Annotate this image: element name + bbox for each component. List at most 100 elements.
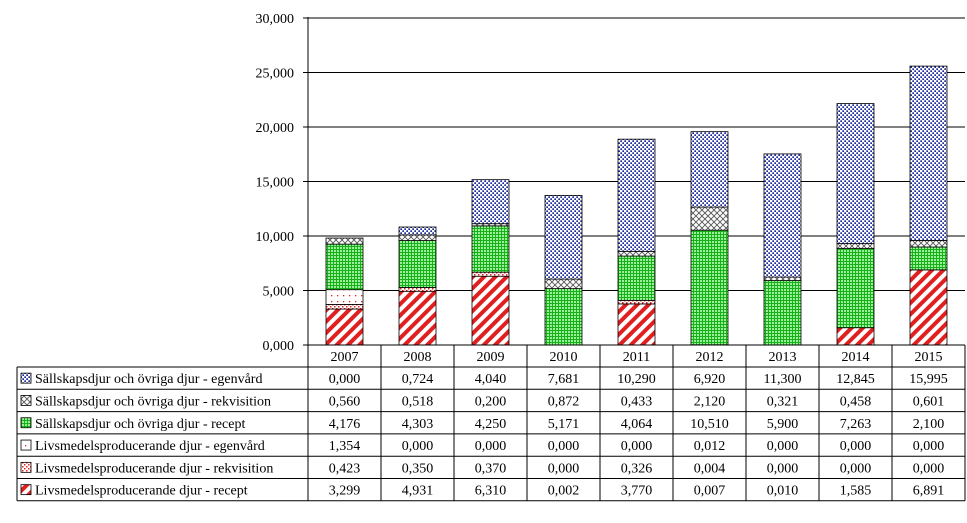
- legend-key: [20, 417, 32, 429]
- category-label: 2013: [769, 350, 797, 365]
- data-label: 0,000: [402, 439, 434, 454]
- data-label: 10,510: [690, 417, 729, 432]
- bar-segment: [398, 240, 437, 288]
- legend-key: [20, 484, 32, 496]
- legend-key: [20, 439, 32, 451]
- bar-segment: [617, 255, 656, 301]
- data-label: 3,770: [621, 484, 653, 499]
- bar-segment: [617, 250, 656, 257]
- legend-key: [20, 372, 32, 384]
- data-label: 7,681: [548, 372, 580, 387]
- category-label: 2007: [331, 350, 359, 365]
- data-label: 0,423: [329, 461, 361, 476]
- category-label: 2008: [404, 350, 432, 365]
- y-tick-label: 20,000: [256, 121, 295, 136]
- data-label: 0,000: [913, 461, 945, 476]
- data-label: 0,000: [840, 461, 872, 476]
- data-label: 6,920: [694, 372, 726, 387]
- data-label: 0,000: [767, 439, 799, 454]
- legend-label: Sällskapsdjur och övriga djur - recept: [35, 417, 245, 432]
- bar-segment: [471, 275, 510, 346]
- legend-label: Sällskapsdjur och övriga djur - rekvisit…: [35, 394, 271, 409]
- bar-segment: [325, 289, 364, 305]
- axes: [303, 17, 309, 346]
- bar-segment: [836, 248, 875, 329]
- data-label: 0,458: [840, 394, 872, 409]
- data-label: 0,004: [694, 461, 726, 476]
- y-tick-label: 5,000: [263, 285, 295, 300]
- bar-segment: [690, 131, 729, 208]
- bar-segment: [544, 288, 583, 346]
- data-label: 5,171: [548, 417, 580, 432]
- bar-segment: [690, 229, 729, 346]
- bar-segment: [909, 269, 948, 346]
- bar-segment: [544, 194, 583, 280]
- data-label: 0,000: [475, 439, 507, 454]
- bar-segment: [836, 327, 875, 346]
- bar-segment: [398, 234, 437, 241]
- bar-segment: [325, 237, 364, 245]
- bars: [325, 65, 948, 346]
- bar-segment: [325, 243, 364, 291]
- data-label: 4,176: [329, 417, 361, 432]
- bar-segment: [763, 280, 802, 346]
- data-label: 10,290: [617, 372, 656, 387]
- bar-segment: [909, 65, 948, 241]
- data-label: 0,724: [402, 372, 434, 387]
- data-label: 0,000: [329, 372, 361, 387]
- data-label: 11,300: [764, 372, 802, 387]
- bar-segment: [690, 206, 729, 231]
- y-tick-label: 25,000: [256, 67, 295, 82]
- legend-label: Livsmedelsproducerande djur - rekvisitio…: [35, 461, 273, 476]
- bar-segment: [471, 179, 510, 225]
- data-label: 4,931: [402, 484, 434, 499]
- data-label: 0,601: [913, 394, 945, 409]
- y-tick-label: 30,000: [256, 12, 295, 27]
- bar-segment: [398, 226, 437, 236]
- data-label: 0,007: [694, 484, 726, 499]
- data-label: 1,354: [329, 439, 361, 454]
- bar-segment: [617, 303, 656, 346]
- category-label: 2011: [623, 350, 650, 365]
- legend-label: Sällskapsdjur och övriga djur - egenvård: [35, 372, 262, 387]
- category-label: 2010: [550, 350, 578, 365]
- bar-segment: [763, 276, 802, 281]
- legend-key: [20, 395, 32, 406]
- data-label: 1,585: [840, 484, 872, 499]
- bar-segment: [544, 278, 583, 290]
- data-table: 2007 2008 2009 2010 2011 2012 2013 2014 2015 Säll…: [16, 344, 966, 502]
- data-label: 0,000: [548, 439, 580, 454]
- data-label: 15,995: [909, 372, 948, 387]
- bar-segment: [836, 103, 875, 244]
- legend-label: Livsmedelsproducerande djur - egenvård: [35, 439, 265, 454]
- bar-segment: [617, 138, 656, 252]
- bar-segment: [398, 287, 437, 292]
- data-label: 12,845: [836, 372, 875, 387]
- data-label: 0,012: [694, 439, 726, 454]
- category-label: 2009: [477, 350, 505, 365]
- category-label: 2014: [842, 350, 870, 365]
- data-label: 6,310: [475, 484, 507, 499]
- bar-segment: [909, 240, 948, 248]
- data-label: 0,370: [475, 461, 507, 476]
- data-label: 0,000: [621, 439, 653, 454]
- data-label: 2,120: [694, 394, 726, 409]
- data-label: 4,303: [402, 417, 434, 432]
- data-label: 0,000: [913, 439, 945, 454]
- legend-label: Livsmedelsproducerande djur - recept: [35, 484, 248, 499]
- bar-segment: [617, 299, 656, 305]
- y-axis-tick-labels: 0,000 5,000 10,000 15,000 20,000 25,000 30,000: [256, 12, 295, 354]
- data-label: 4,064: [621, 417, 653, 432]
- bar-segment: [471, 271, 510, 277]
- y-tick-label: 0,000: [263, 339, 295, 354]
- legend-key: [20, 461, 32, 473]
- data-label: 0,200: [475, 394, 507, 409]
- bar-segment: [836, 243, 875, 249]
- bar-segment: [909, 246, 948, 271]
- y-tick-label: 15,000: [256, 176, 295, 191]
- data-label: 0,000: [767, 461, 799, 476]
- data-label: 7,263: [840, 417, 872, 432]
- data-label: 3,299: [329, 484, 361, 499]
- data-label: 0,350: [402, 461, 434, 476]
